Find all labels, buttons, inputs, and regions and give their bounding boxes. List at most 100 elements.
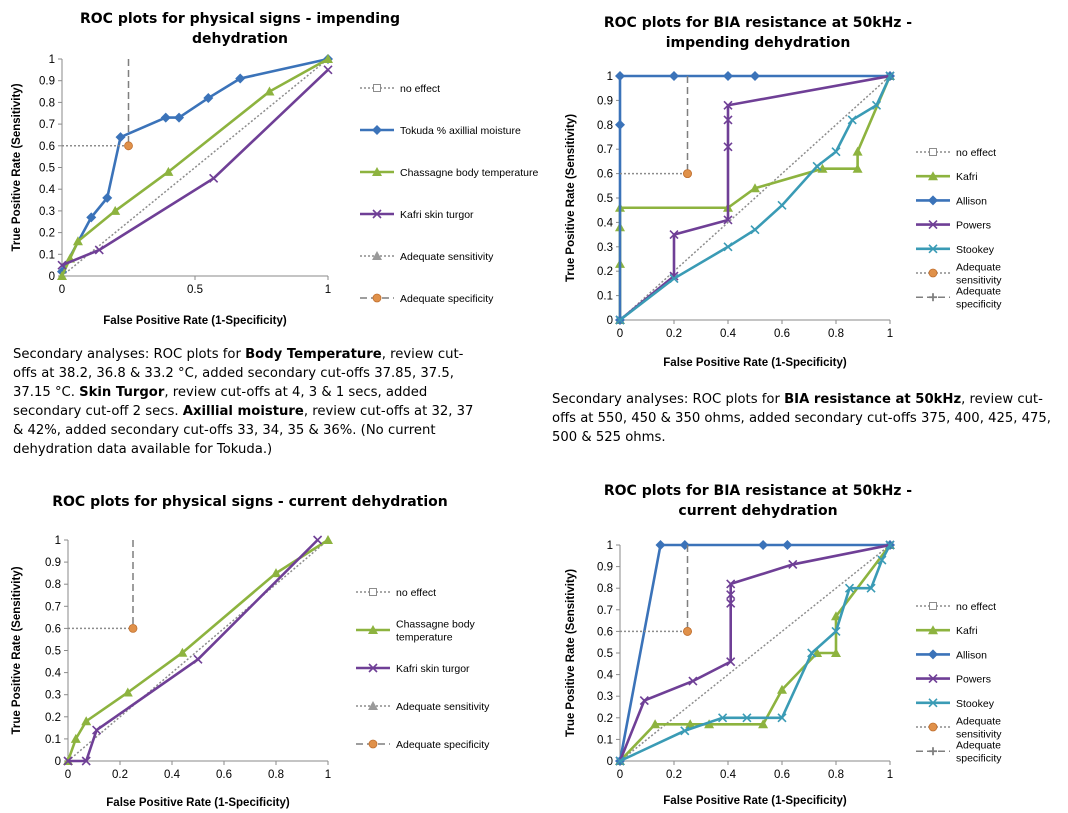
- data-point: [669, 230, 679, 240]
- legend-label-line: no effect: [400, 83, 440, 95]
- y-tick-label: 0.8: [45, 579, 61, 591]
- note-text: , review cut-offs at 32, 37 & 42%, added…: [13, 404, 474, 457]
- legend-label-line: Adequate specificity: [400, 293, 494, 305]
- legend-marker: [372, 251, 382, 260]
- series-tokuda-axillial-moisture: [57, 54, 333, 277]
- y-tick-label: 0.3: [597, 691, 613, 703]
- series-chassagne-body-temperature: [63, 535, 333, 765]
- x-axis-label: False Positive Rate (1-Specificity): [663, 357, 847, 369]
- data-point: [128, 623, 138, 633]
- legend-label-line: Chassagne body: [396, 619, 476, 631]
- chart-panel-physical-impending: ROC plots for physical signs - impending…: [0, 0, 540, 340]
- legend-marker: [928, 625, 938, 635]
- legend-marker: [928, 649, 938, 660]
- data-point: [669, 273, 679, 284]
- legend-label: no effect: [956, 147, 996, 159]
- legend-label: Tokuda % axillial moisture: [400, 125, 521, 137]
- data-point: [163, 166, 174, 176]
- legend-label: Powers: [956, 220, 991, 232]
- y-tick-label: 0.6: [45, 623, 61, 635]
- data-point: [615, 315, 625, 325]
- legend-label-line: Adequate: [956, 262, 1001, 274]
- y-tick-label: 0.8: [597, 583, 613, 595]
- y-tick-label: 0.6: [39, 141, 55, 153]
- x-tick-label: 0.6: [774, 769, 790, 781]
- data-point: [122, 687, 133, 697]
- legend-item: Chassagne body temperature: [360, 167, 538, 179]
- legend-marker: [928, 268, 938, 278]
- legend-label: Kafri: [956, 625, 978, 637]
- x-tick-label: 0.6: [216, 769, 232, 781]
- legend-label-line: Adequate sensitivity: [400, 251, 494, 263]
- legend-marker: [928, 698, 938, 708]
- legend-label: Kafri skin turgor: [396, 663, 470, 675]
- x-tick-label: 0: [59, 284, 65, 296]
- series-kafri: [615, 71, 895, 324]
- legend-label-line: Stookey: [956, 244, 995, 256]
- legend-item: Stookey: [916, 698, 995, 710]
- data-point: [831, 147, 841, 157]
- y-tick-label: 0.9: [39, 76, 55, 88]
- series-kafri-skin-turgor: [63, 535, 323, 766]
- series-stookey: [615, 71, 895, 325]
- x-tick-label: 0: [617, 328, 623, 340]
- data-point: [94, 245, 104, 255]
- y-tick-label: 1: [49, 54, 55, 66]
- chart-svg: 0 0.1 0.2 0.3 0.4 0.5 0.6 0.7 0.8 0.9 1 0 0.5 1 False …: [11, 54, 538, 327]
- legend-marker: [928, 220, 938, 230]
- data-point: [877, 555, 887, 565]
- legend-label: Powers: [956, 674, 991, 686]
- legend-marker: [372, 125, 382, 135]
- y-tick-label: 0: [49, 271, 55, 283]
- data-point: [323, 54, 333, 63]
- legend-label: Kafri: [956, 171, 978, 183]
- chart-title: ROC plots for BIA resistance at 50kHz - …: [603, 483, 913, 519]
- legend-label-line: Powers: [956, 220, 991, 232]
- legend-label: no effect: [956, 601, 996, 613]
- legend-item: Tokuda % axillial moisture: [360, 125, 521, 137]
- note-text: , review cut-offs at 550, 450 & 350 ohms…: [552, 392, 1052, 445]
- data-point: [650, 719, 661, 729]
- y-axis-label: True Positive Rate (Sensitivity): [11, 566, 23, 734]
- y-axis-label: True Positive Rate (Sensitivity): [11, 83, 23, 251]
- chart-panel-bia-impending: ROC plots for BIA resistance at 50kHz - …: [540, 0, 1068, 380]
- series-line: [60, 57, 329, 277]
- legend-label: Adequate specificity: [400, 293, 494, 305]
- series-line: [68, 539, 319, 763]
- legend-marker: [368, 625, 378, 634]
- data-point: [160, 112, 171, 123]
- data-point: [209, 173, 219, 183]
- data-point: [115, 132, 126, 143]
- y-tick-label: 0.4: [39, 184, 56, 196]
- data-point: [70, 733, 81, 743]
- legend-label: Chassagne body temperature: [400, 167, 538, 179]
- data-point: [750, 225, 760, 235]
- x-tick-label: 0.2: [112, 769, 128, 781]
- data-point: [615, 756, 625, 766]
- note-text: Secondary analyses: ROC plots for: [13, 347, 246, 362]
- note-bold: Axillial moisture: [182, 404, 304, 419]
- chart-panel-bia-current: ROC plots for BIA resistance at 50kHz - …: [540, 475, 1068, 813]
- legend-label-line: Kafri: [956, 171, 978, 183]
- data-point: [679, 540, 690, 550]
- legend-label-line: Adequate: [956, 286, 1001, 298]
- data-point: [81, 716, 92, 726]
- legend: no effect Kafri Allison Powers Stookey Adequa…: [916, 601, 1002, 765]
- x-axis-label: False Positive Rate (1-Specificity): [103, 315, 287, 327]
- legend-item: Kafri: [916, 625, 978, 637]
- series-line: [618, 543, 890, 762]
- legend-label-line: no effect: [956, 147, 996, 159]
- legend-label-line: specificity: [956, 299, 1002, 311]
- series-powers: [615, 540, 895, 766]
- data-point: [726, 579, 736, 589]
- y-tick-label: 0.7: [597, 144, 613, 156]
- y-tick-label: 1: [55, 535, 61, 547]
- series-adequate-specificity: [683, 545, 692, 636]
- legend-label: Chassagne body temperature: [396, 619, 476, 644]
- y-tick-label: 0.4: [597, 670, 614, 682]
- y-tick-label: 0: [55, 756, 61, 768]
- legend-label: Adequate sensitivity: [396, 701, 490, 713]
- data-point: [57, 271, 67, 280]
- series-no-effect: [619, 75, 891, 321]
- legend-label-line: no effect: [396, 587, 436, 599]
